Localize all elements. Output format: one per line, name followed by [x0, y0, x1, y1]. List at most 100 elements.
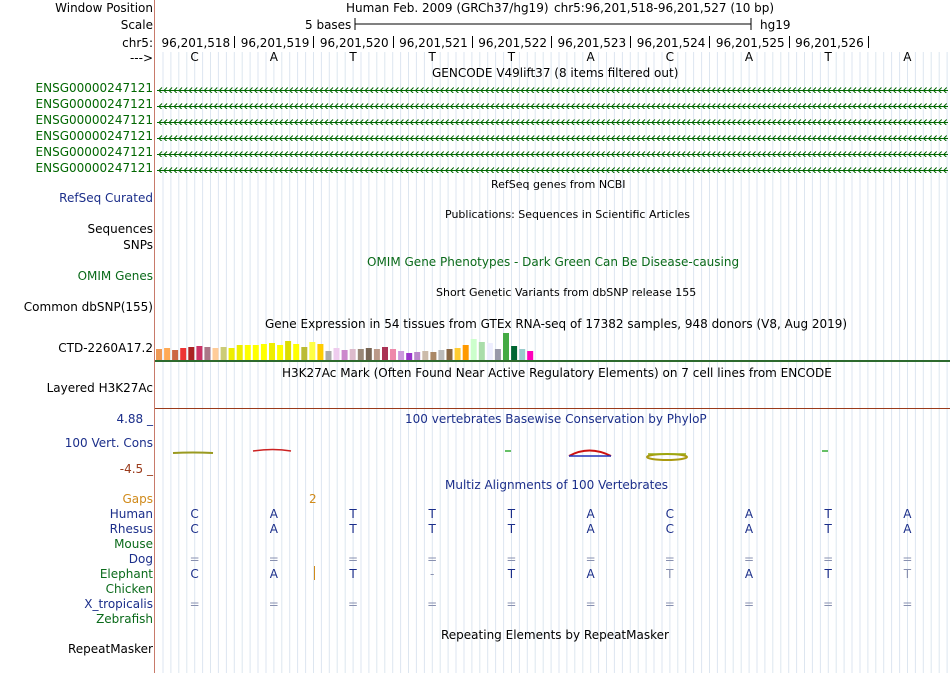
species-label-zebrafish[interactable]: Zebrafish — [96, 612, 153, 626]
gtex-tissue-bar[interactable] — [390, 349, 396, 360]
position-title[interactable]: chr5:96,201,518-96,201,527 (10 bp) — [554, 1, 775, 15]
gtex-tissue-bar[interactable] — [470, 339, 477, 360]
omim-track-title[interactable]: OMIM Gene Phenotypes - Dark Green Can Be… — [367, 255, 740, 269]
gtex-tissue-bar[interactable] — [228, 348, 235, 360]
dbsnp-track-label[interactable]: Common dbSNP(155) — [23, 300, 153, 314]
species-label-elephant[interactable]: Elephant — [99, 567, 153, 581]
gene-feature[interactable] — [157, 100, 948, 109]
gtex-tissue-bar[interactable] — [486, 343, 493, 360]
gtex-tissue-bar[interactable] — [277, 345, 284, 360]
gene-feature[interactable] — [157, 148, 948, 157]
gap-count: 2 — [309, 492, 317, 506]
gtex-tissue-bar[interactable] — [156, 349, 162, 360]
coordinate-label: 96,201,519 — [240, 36, 310, 50]
gene-label[interactable]: ENSG00000247121 — [35, 145, 153, 159]
repeatmasker-track-title[interactable]: Repeating Elements by RepeatMasker — [441, 628, 669, 642]
gtex-tissue-bar[interactable] — [357, 349, 364, 360]
gene-label[interactable]: ENSG00000247121 — [35, 161, 153, 175]
refseq-track-title[interactable]: RefSeq genes from NCBI — [491, 178, 626, 191]
gtex-tissue-bar[interactable] — [252, 345, 259, 360]
refseq-track-label[interactable]: RefSeq Curated — [59, 191, 153, 205]
gtex-tissue-bar[interactable] — [220, 347, 227, 360]
alignment-base: T — [666, 567, 674, 581]
gtex-track-title[interactable]: Gene Expression in 54 tissues from GTEx … — [265, 317, 848, 331]
alignment-base: A — [586, 567, 595, 581]
gtex-tissue-bar[interactable] — [188, 347, 195, 360]
gtex-tissue-bar[interactable] — [204, 347, 211, 360]
multiz-track-title[interactable]: Multiz Alignments of 100 Vertebrates — [445, 478, 669, 492]
alignment-base: C — [190, 567, 199, 581]
gtex-tissue-bar[interactable] — [446, 349, 453, 360]
gene-feature[interactable] — [157, 132, 948, 141]
gtex-tissue-bar[interactable] — [212, 348, 219, 360]
gene-label[interactable]: ENSG00000247121 — [35, 81, 153, 95]
gtex-tissue-bar[interactable] — [519, 349, 526, 360]
gtex-tissue-bar[interactable] — [365, 348, 372, 360]
gtex-tissue-bar[interactable] — [341, 350, 348, 360]
sequences-track-label[interactable]: Sequences — [87, 222, 153, 236]
gtex-tissue-bar[interactable] — [414, 352, 421, 360]
gtex-gene-label[interactable]: CTD-2260A17.2 — [58, 341, 153, 355]
gaps-track-label[interactable]: Gaps — [122, 492, 153, 506]
alignment-base: = — [743, 552, 755, 566]
gtex-tissue-bar[interactable] — [172, 350, 179, 360]
gtex-tissue-bar[interactable] — [438, 350, 445, 360]
gtex-tissue-bar[interactable] — [503, 333, 509, 360]
gtex-tissue-bar[interactable] — [244, 345, 251, 360]
gtex-tissue-bar[interactable] — [269, 343, 275, 360]
species-label-chicken[interactable]: Chicken — [105, 582, 153, 596]
gtex-tissue-bar[interactable] — [325, 351, 332, 360]
gtex-tissue-bar[interactable] — [454, 348, 461, 360]
gene-label[interactable]: ENSG00000247121 — [35, 113, 153, 127]
gtex-tissue-bar[interactable] — [301, 347, 308, 360]
species-label-dog[interactable]: Dog — [128, 552, 153, 566]
gene-feature[interactable] — [157, 116, 948, 125]
gtex-tissue-bar[interactable] — [398, 351, 405, 360]
gtex-tissue-bar[interactable] — [196, 346, 203, 360]
species-label-mouse[interactable]: Mouse — [114, 537, 153, 551]
phylop-track-title[interactable]: 100 vertebrates Basewise Conservation by… — [405, 412, 707, 426]
repeatmasker-track-label[interactable]: RepeatMasker — [67, 642, 153, 656]
species-label-rhesus[interactable]: Rhesus — [109, 522, 153, 536]
gtex-tissue-bar[interactable] — [309, 342, 316, 360]
gtex-tissue-bar[interactable] — [285, 341, 292, 360]
gtex-tissue-bar[interactable] — [236, 345, 243, 360]
gtex-tissue-bar[interactable] — [430, 352, 437, 360]
gtex-tissue-bar[interactable] — [317, 344, 324, 360]
gtex-tissue-bar[interactable] — [180, 348, 187, 360]
gtex-tissue-bar[interactable] — [260, 344, 267, 360]
species-label-x_tropicalis[interactable]: X_tropicalis — [84, 597, 153, 611]
gtex-tissue-bar[interactable] — [293, 344, 300, 360]
gtex-tissue-bar[interactable] — [382, 347, 388, 360]
phylop-track-label[interactable]: 100 Vert. Cons — [64, 436, 153, 450]
gtex-tissue-bar[interactable] — [349, 349, 356, 360]
window-position-label: Window Position — [55, 1, 153, 15]
gtex-tissue-bar[interactable] — [511, 346, 518, 360]
alignment-base: T — [824, 507, 832, 521]
pubs-track-title[interactable]: Publications: Sequences in Scientific Ar… — [445, 208, 690, 221]
alignment-base: T — [349, 567, 357, 581]
snps-track-label[interactable]: SNPs — [123, 238, 153, 252]
gtex-tissue-bar[interactable] — [527, 351, 534, 360]
gtex-tissue-bar[interactable] — [406, 353, 413, 360]
gtex-tissue-bar[interactable] — [373, 349, 380, 360]
gtex-expression-chart[interactable] — [155, 330, 950, 362]
gene-feature[interactable] — [157, 164, 948, 173]
dbsnp-track-title[interactable]: Short Genetic Variants from dbSNP releas… — [436, 286, 697, 299]
gtex-tissue-bar[interactable] — [164, 348, 171, 360]
gtex-tissue-bar[interactable] — [494, 349, 501, 360]
gene-label[interactable]: ENSG00000247121 — [35, 129, 153, 143]
coordinate-label: 96,201,523 — [557, 36, 627, 50]
omim-track-label[interactable]: OMIM Genes — [77, 269, 153, 283]
gtex-tissue-bar[interactable] — [462, 345, 469, 360]
gtex-tissue-bar[interactable] — [422, 351, 429, 360]
h3k27ac-track-title[interactable]: H3K27Ac Mark (Often Found Near Active Re… — [282, 366, 832, 380]
gene-label[interactable]: ENSG00000247121 — [35, 97, 153, 111]
alignment-base: C — [665, 507, 674, 521]
species-label-human[interactable]: Human — [109, 507, 153, 521]
gtex-tissue-bar[interactable] — [333, 348, 340, 360]
gtex-tissue-bar[interactable] — [478, 342, 485, 360]
gencode-track-title[interactable]: GENCODE V49lift37 (8 items filtered out) — [432, 66, 679, 80]
h3k27ac-track-label[interactable]: Layered H3K27Ac — [46, 381, 153, 395]
gene-feature[interactable] — [157, 84, 948, 93]
